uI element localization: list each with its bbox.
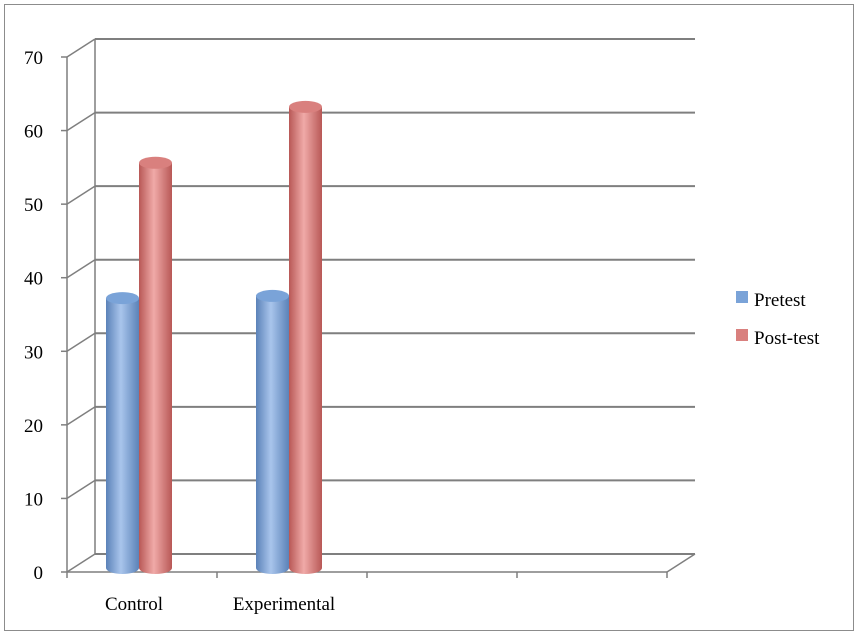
gridline-connector	[66, 406, 96, 426]
bar-body	[106, 298, 139, 574]
bar	[256, 289, 289, 574]
x-tick-label: Experimental	[233, 594, 335, 615]
y-tick-label: 70	[24, 48, 43, 69]
bar-top	[256, 289, 289, 302]
bar-body	[256, 295, 289, 574]
y-tick-label: 0	[34, 563, 44, 584]
gridline-connector	[66, 479, 96, 500]
gridline-connector	[66, 553, 96, 573]
legend-label: Post-test	[754, 328, 820, 349]
y-tick-label: 20	[24, 416, 43, 437]
floor-edge	[666, 553, 696, 573]
legend-label: Pretest	[754, 290, 806, 311]
legend-swatch	[736, 291, 748, 303]
axis-labels: 0 10 20 30 40 50 60 70 Control Experimental	[24, 48, 335, 615]
axes	[61, 38, 696, 578]
gridline-connector	[66, 332, 96, 352]
legend: Pretest Post-test	[736, 290, 820, 349]
bar-body	[289, 106, 322, 574]
legend-swatch	[736, 329, 748, 341]
bar	[106, 292, 139, 574]
gridline-connector	[66, 38, 96, 58]
gridline-connector	[66, 185, 96, 205]
gridline-connector	[66, 111, 96, 132]
bar-top	[106, 292, 139, 305]
y-tick-label: 30	[24, 342, 43, 363]
y-tick-label: 50	[24, 195, 43, 216]
x-tick-label: Control	[105, 594, 163, 615]
gridline-connector	[66, 259, 96, 279]
y-tick-label: 60	[24, 122, 43, 143]
y-tick-label: 40	[24, 269, 43, 290]
bar-body	[139, 162, 172, 574]
bar	[289, 100, 322, 574]
bars	[106, 100, 322, 574]
bar-top	[139, 156, 172, 169]
bar	[139, 156, 172, 574]
bar-top	[289, 100, 322, 113]
y-tick-label: 10	[24, 489, 43, 510]
